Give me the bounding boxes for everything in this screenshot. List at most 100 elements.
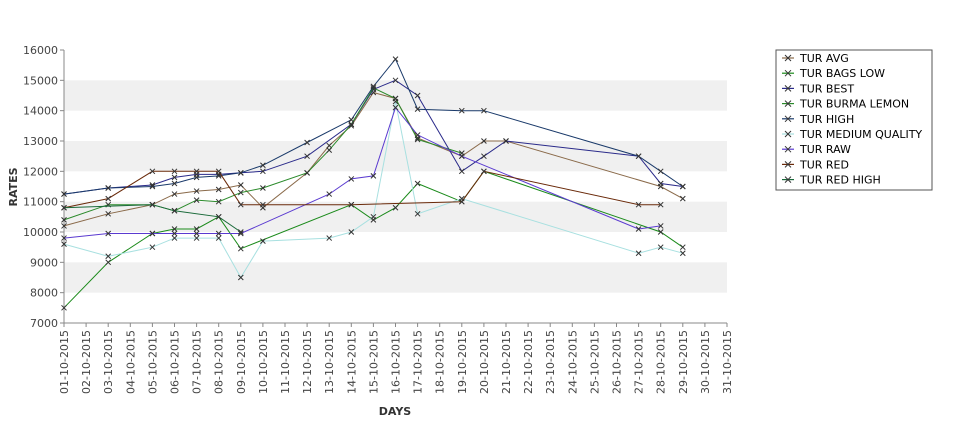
- x-tick-label: 20-10-2015: [478, 330, 491, 394]
- data-point: [392, 104, 399, 111]
- data-point: [215, 213, 222, 220]
- x-tick-label: 16-10-2015: [390, 330, 403, 394]
- legend-item: TUR BAGS LOW: [782, 67, 885, 80]
- data-point: [458, 168, 465, 175]
- legend-item: TUR HIGH: [782, 113, 854, 126]
- y-tick-label: 7000: [30, 317, 58, 330]
- data-point: [61, 223, 67, 229]
- data-point: [105, 210, 112, 217]
- y-tick-label: 13000: [23, 135, 58, 148]
- x-tick-label: 27-10-2015: [633, 330, 646, 394]
- data-point: [260, 201, 266, 208]
- legend-item: TUR BURMA LEMON: [782, 98, 909, 111]
- data-point: [304, 153, 310, 160]
- legend-label: TUR RAW: [799, 143, 851, 156]
- data-point: [348, 201, 355, 208]
- data-point: [149, 183, 156, 190]
- x-axis-label: DAYS: [379, 405, 412, 418]
- legend-item: TUR AVG: [782, 52, 849, 65]
- data-point: [657, 223, 664, 229]
- series-tur-red-high: [61, 201, 244, 235]
- series-tur-high: [61, 56, 686, 197]
- series-line: [63, 101, 683, 279]
- legend-label: TUR BEST: [799, 82, 854, 95]
- data-point: [304, 139, 310, 146]
- data-point: [414, 136, 421, 143]
- data-point: [193, 226, 200, 232]
- data-point: [237, 189, 244, 196]
- data-point: [392, 77, 399, 84]
- data-point: [237, 230, 244, 237]
- legend-label: TUR RED: [799, 158, 849, 171]
- data-point: [61, 204, 67, 211]
- legend-item: TUR BEST: [782, 82, 854, 95]
- data-point: [149, 201, 156, 208]
- legend-label: TUR BAGS LOW: [799, 67, 885, 80]
- x-tick-label: 01-10-2015: [58, 330, 71, 394]
- data-point: [171, 226, 178, 232]
- data-point: [171, 180, 178, 187]
- x-tick-label: 03-10-2015: [102, 330, 115, 394]
- x-tick-label: 05-10-2015: [146, 330, 159, 394]
- x-tick-label: 06-10-2015: [169, 330, 182, 394]
- data-point: [193, 230, 200, 237]
- legend-item: TUR RED HIGH: [782, 174, 881, 187]
- data-point: [635, 153, 642, 160]
- data-point: [237, 274, 244, 281]
- x-tick-label: 18-10-2015: [434, 330, 447, 394]
- data-point: [171, 230, 178, 237]
- data-point: [105, 259, 112, 266]
- data-point: [237, 201, 244, 208]
- data-point: [503, 138, 509, 144]
- y-tick-label: 12000: [23, 165, 58, 178]
- data-point: [679, 250, 686, 257]
- data-point: [458, 198, 465, 205]
- data-point: [326, 147, 333, 153]
- data-point: [370, 173, 377, 179]
- data-point: [348, 122, 355, 129]
- y-tick-label: 15000: [23, 74, 58, 87]
- data-point: [193, 197, 200, 204]
- data-point: [481, 107, 487, 114]
- data-point: [171, 174, 178, 181]
- data-point: [348, 116, 355, 123]
- data-point: [657, 201, 664, 208]
- data-point: [414, 132, 421, 138]
- data-point: [304, 169, 310, 176]
- x-tick-label: 15-10-2015: [367, 330, 380, 394]
- y-axis-label: RATES: [7, 167, 20, 206]
- x-tick-label: 13-10-2015: [323, 330, 336, 394]
- data-point: [392, 204, 399, 211]
- legend-label: TUR BURMA LEMON: [799, 98, 909, 111]
- data-point: [679, 244, 686, 251]
- x-tick-label: 23-10-2015: [544, 330, 557, 394]
- data-point: [260, 168, 266, 175]
- data-point: [260, 238, 266, 244]
- legend-label: TUR MEDIUM QUALITY: [799, 128, 922, 141]
- data-point: [326, 142, 333, 149]
- data-point: [237, 169, 244, 176]
- y-tick-label: 9000: [30, 256, 58, 269]
- data-point: [635, 201, 642, 208]
- x-tick-label: 02-10-2015: [80, 330, 93, 394]
- data-point: [215, 235, 222, 241]
- data-point: [679, 195, 686, 202]
- legend-label: TUR RED HIGH: [799, 174, 881, 187]
- data-point: [679, 183, 686, 190]
- data-point: [370, 83, 377, 90]
- data-point: [414, 210, 421, 217]
- series-layer: [61, 56, 686, 311]
- data-point: [105, 230, 112, 237]
- x-tick-label: 04-10-2015: [124, 330, 137, 394]
- grid-bands: [64, 80, 727, 293]
- x-tick-label: 26-10-2015: [611, 330, 624, 394]
- y-tick-label: 14000: [23, 105, 58, 118]
- y-tick-label: 16000: [23, 44, 58, 57]
- data-point: [171, 168, 178, 175]
- data-point: [326, 235, 333, 241]
- data-point: [193, 235, 200, 241]
- x-tick-label: 08-10-2015: [213, 330, 226, 394]
- data-point: [481, 138, 487, 144]
- data-point: [348, 121, 355, 128]
- legend-label: TUR HIGH: [799, 113, 854, 126]
